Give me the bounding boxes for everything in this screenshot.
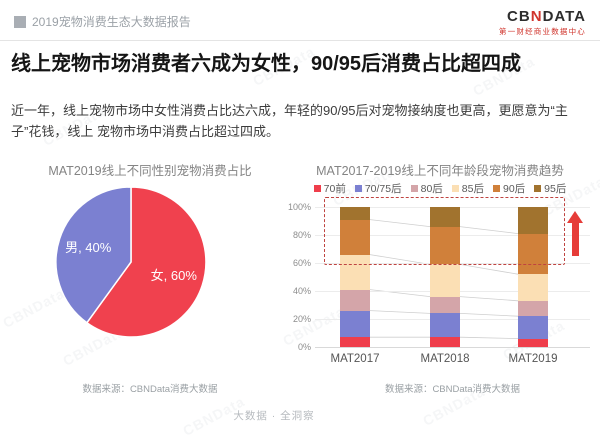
bar-segment-MAT2018-90后 — [430, 226, 460, 265]
bar-segment-MAT2017-70/75后 — [340, 310, 370, 338]
legend-swatch-icon — [354, 185, 362, 192]
bar-segment-MAT2019-70/75后 — [518, 316, 548, 339]
bar-segment-MAT2018-70/75后 — [430, 313, 460, 338]
legend-label: 70/75后 — [364, 183, 402, 195]
gridline — [315, 346, 590, 348]
highlight-dashed-box — [324, 197, 565, 265]
x-axis-label: MAT2019 — [508, 353, 558, 365]
legend-swatch-icon — [313, 185, 321, 192]
bar-connectors — [369, 219, 519, 339]
report-title: 2019宠物消费生态大数据报告 — [32, 15, 191, 29]
bar-segment-MAT2018-80后 — [430, 296, 460, 314]
legend-label: 70前 — [323, 183, 346, 195]
report-tag: 2019宠物消费生态大数据报告 — [14, 13, 191, 30]
bar-legend: 70前 70/75后 80后 85后 90后 95后 — [285, 181, 595, 196]
legend-item-95后: 95后 — [534, 181, 566, 196]
cbndata-logo: CBNDATA 第一财经商业数据中心 — [499, 8, 586, 37]
bar-segment-MAT2017-95后 — [340, 207, 370, 220]
legend-item-70前: 70前 — [313, 181, 346, 196]
tag-square-icon — [14, 15, 26, 28]
segment-connector-line — [369, 310, 431, 314]
bar-plot: MAT2017 MAT2018 MAT2019 — [315, 206, 590, 365]
pie-chart-title: MAT2019线上不同性别宠物消费占比 — [48, 164, 252, 178]
trend-up-arrow-icon — [567, 211, 583, 257]
segment-connector-line — [459, 336, 519, 339]
y-axis-tick: 40% — [292, 286, 311, 296]
y-axis-tick: 0% — [297, 342, 311, 352]
bar-segment-MAT2017-85后 — [340, 254, 370, 290]
pie-slice-label: 男, 40% — [65, 240, 112, 255]
y-axis-tick: 80% — [292, 230, 311, 240]
x-axis-label: MAT2018 — [420, 353, 470, 365]
bar-segment-MAT2018-85后 — [430, 264, 460, 297]
logo-n: N — [530, 8, 543, 25]
bar-segment-MAT2019-80后 — [518, 300, 548, 317]
bar-segment-MAT2019-85后 — [518, 274, 548, 301]
bar-segment-MAT2019-70前 — [518, 338, 548, 347]
pie-slice-label: 女, 60% — [151, 268, 198, 283]
segment-connector-line — [459, 264, 519, 275]
bar-segment-MAT2017-70前 — [340, 337, 370, 347]
pie-slice-男 — [55, 186, 132, 324]
legend-item-85后: 85后 — [451, 181, 484, 196]
gender-pie-chart: 女, 60% 男, 40% — [55, 186, 207, 338]
bar-segment-MAT2018-70前 — [430, 337, 460, 347]
bar-segment-MAT2017-80后 — [340, 289, 370, 311]
logo-data: DATA — [542, 8, 586, 25]
legend-swatch-icon — [534, 185, 542, 192]
legend-swatch-icon — [451, 185, 459, 192]
segment-connector-line — [369, 219, 431, 227]
segment-connector-line — [459, 226, 519, 234]
legend-item-80后: 80后 — [410, 181, 443, 196]
bar-segment-MAT2017-90后 — [340, 219, 370, 255]
age-bar-panel: MAT2017-2019线上不同年龄段宠物消费趋势 70前 70/75后 80后 85… — [285, 150, 595, 405]
bar-chart-title: MAT2017-2019线上不同年龄段宠物消费趋势 — [316, 164, 564, 178]
legend-item-90后: 90后 — [492, 181, 526, 196]
legend-swatch-icon — [492, 185, 500, 192]
pie-slice-女 — [85, 186, 207, 338]
footer-slogan: 大数据 · 全洞察 — [233, 410, 315, 422]
legend-label: 85后 — [461, 183, 484, 195]
legend-label: 95后 — [544, 183, 567, 195]
bar-segment-MAT2019-90后 — [518, 233, 548, 275]
logo-subtitle: 第一财经商业数据中心 — [499, 27, 586, 36]
y-axis-tick: 100% — [287, 202, 311, 212]
segment-connector-line — [459, 296, 519, 302]
bar-segment-MAT2018-95后 — [430, 207, 460, 227]
legend-swatch-icon — [410, 185, 418, 192]
gridline — [315, 206, 590, 208]
bar-data-source: 数据来源：CBNData消费大数据 — [384, 384, 521, 395]
segment-connector-line — [459, 313, 519, 317]
x-axis-label: MAT2017 — [330, 353, 380, 365]
logo-cb: CB — [507, 8, 531, 25]
pie-data-source: 数据来源：CBNData消费大数据 — [82, 384, 218, 395]
y-axis-tick: 20% — [292, 314, 311, 324]
page-title: 线上宠物市场消费者六成为女性，90/95后消费占比超四成 — [11, 53, 522, 75]
bar-segment-MAT2019-95后 — [518, 207, 548, 234]
body-paragraph: 近一年，线上宠物市场中女性消费占比达六成，年轻的90/95后对宠物接纳度也更高，… — [11, 103, 568, 140]
page-header: 2019宠物消费生态大数据报告 CBNDATA 第一财经商业数据中心 — [0, 0, 600, 41]
gender-pie-panel: MAT2019线上不同性别宠物消费占比 女, 60% 男, 40% 数据来源：CB… — [5, 150, 295, 405]
legend-label: 80后 — [420, 183, 443, 195]
logo-wordmark: CBNDATA — [499, 8, 586, 25]
legend-item-70/75后: 70/75后 — [354, 181, 402, 196]
legend-label: 90后 — [502, 183, 526, 195]
y-axis-tick: 60% — [292, 258, 311, 268]
